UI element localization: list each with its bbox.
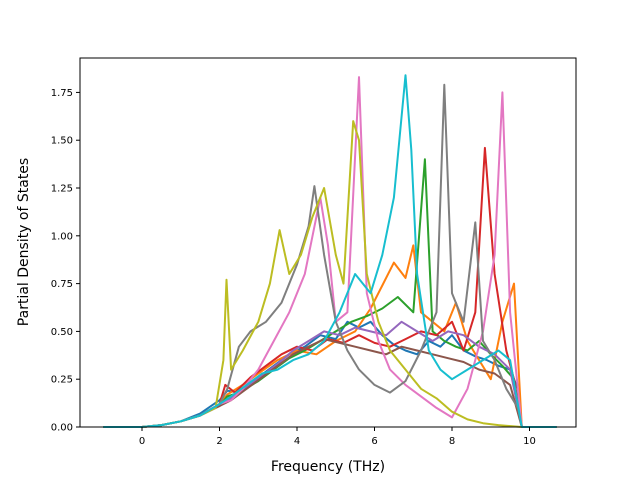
series-line-10: [103, 74, 557, 428]
series-group: [103, 74, 557, 428]
x-tick-label: 8: [449, 436, 455, 447]
x-axis-ticks: 0 2 4 6 8 10: [139, 427, 536, 447]
y-tick-label: 1.75: [51, 88, 73, 99]
series-line-9: [103, 120, 557, 428]
y-tick-label: 0.50: [51, 327, 73, 338]
x-tick-label: 0: [139, 436, 145, 447]
y-axis-ticks: 0.00 0.25 0.50 0.75 1.00 1.25 1.50 1.75: [51, 88, 80, 434]
x-tick-label: 2: [216, 436, 222, 447]
y-axis-label: Partial Density of States: [16, 158, 32, 326]
x-tick-label: 6: [371, 436, 377, 447]
x-tick-label: 4: [294, 436, 300, 447]
y-tick-label: 1.50: [51, 136, 73, 147]
y-tick-label: 1.00: [51, 231, 73, 242]
series-line-8: [103, 83, 557, 428]
y-tick-label: 1.25: [51, 184, 73, 195]
x-tick-label: 10: [523, 436, 536, 447]
y-tick-label: 0.25: [51, 375, 73, 386]
plot-area-frame: [79, 57, 577, 428]
y-tick-label: 0.75: [51, 279, 73, 290]
x-axis-label: Frequency (THz): [271, 459, 385, 475]
y-tick-label: 0.00: [51, 423, 73, 434]
